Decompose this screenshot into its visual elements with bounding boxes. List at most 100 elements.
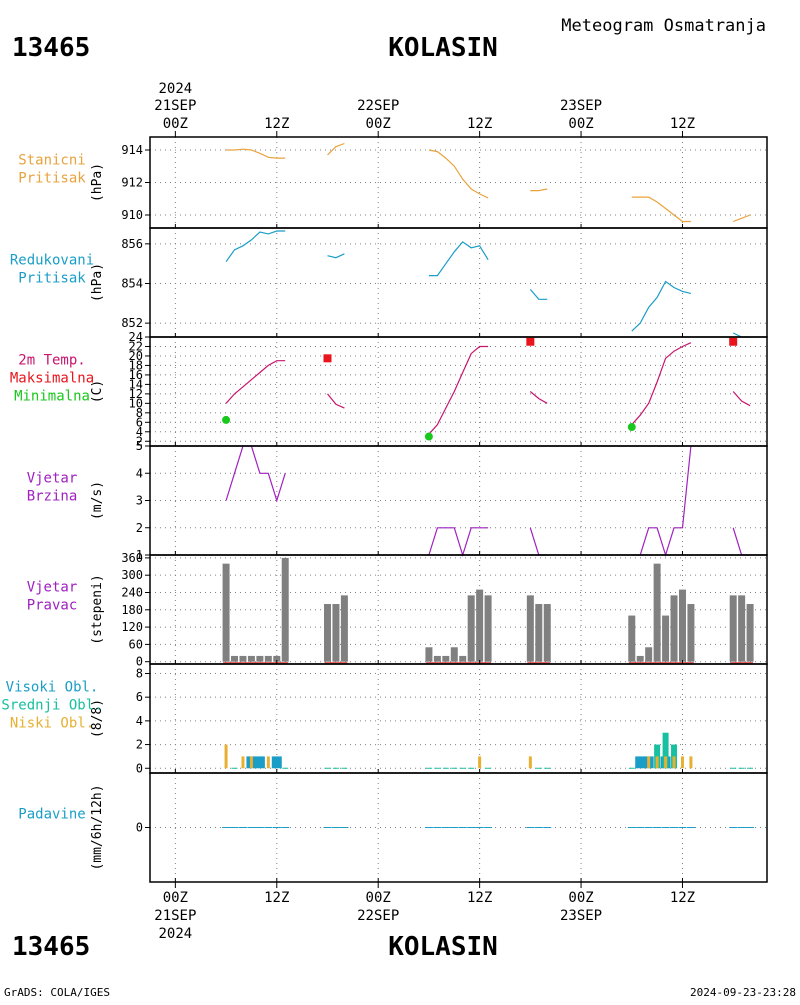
y-tick-label: 360 — [121, 551, 143, 565]
panel-cloud-cover: 0 2 4 6 8 (8/8) Visoki Obl. Srednji Obl. Niski O… — [1, 663, 768, 775]
top-time-label: 12Z — [264, 116, 289, 132]
wind-direction-bar — [281, 557, 289, 662]
low-cloud-bar — [680, 756, 684, 769]
bottom-time-label: 12Z — [467, 890, 492, 906]
y-tick-label: 6 — [136, 415, 143, 429]
maximum-marker — [323, 354, 332, 363]
panel-label: Visoki Obl. — [6, 680, 99, 696]
series-line — [530, 188, 548, 192]
series-line — [529, 527, 548, 556]
bottom-date-label: 23SEP — [560, 908, 602, 924]
y-tick-label: 854 — [121, 276, 143, 290]
wind-direction-bar — [222, 563, 230, 662]
y-tick-label: 240 — [121, 585, 143, 599]
wind-direction-bar — [687, 604, 695, 662]
low-cloud-bar — [664, 756, 668, 769]
series-line — [631, 445, 692, 558]
wind-direction-bar — [653, 563, 661, 662]
series-line — [226, 148, 286, 159]
bottom-date-label: 22SEP — [357, 908, 399, 924]
y-tick-label: 4 — [136, 425, 143, 439]
top-date-label: 21SEP — [154, 98, 196, 114]
panel-frame — [149, 336, 768, 447]
wind-direction-bar — [340, 595, 348, 662]
wind-direction-bar — [467, 595, 475, 662]
panel-precipitation: 0 (mm/6h/12h) Padavine — [18, 772, 768, 883]
wind-direction-bar — [256, 655, 264, 662]
panel-reduced-pressure: 852 854 856 (hPa)Redukovani Pritisak — [10, 227, 768, 338]
panel-label: Stanicni — [18, 153, 85, 169]
wind-direction-bar — [425, 647, 433, 662]
wind-direction-bar — [273, 655, 281, 662]
wind-direction-bar — [738, 595, 746, 662]
y-tick-label: 2 — [136, 434, 143, 448]
y-tick-label: 910 — [121, 208, 143, 222]
y-tick-label: 60 — [129, 637, 143, 651]
bottom-time-label: 00Z — [568, 890, 593, 906]
bottom-time-label: 00Z — [163, 890, 188, 906]
series-line — [428, 149, 489, 199]
series-line — [225, 360, 286, 404]
panel-label: Redukovani — [10, 253, 94, 269]
series-line — [428, 345, 489, 435]
y-tick-label: 2 — [136, 521, 143, 535]
series-line — [225, 445, 286, 503]
y-tick-label: 12 — [129, 387, 143, 401]
y-tick-label: 4 — [136, 466, 143, 480]
low-cloud-bar — [249, 756, 253, 769]
wind-direction-bar — [543, 604, 551, 662]
series-line — [428, 527, 489, 558]
panel-frame — [149, 227, 768, 338]
y-tick-label: 4 — [136, 714, 143, 728]
panel-label: Srednji Obl. — [1, 698, 102, 714]
bottom-year-label: 2024 — [158, 926, 192, 942]
y-axis-label: (stepeni) — [90, 574, 105, 644]
station-name-top: KOLASIN — [388, 33, 498, 63]
series-line — [327, 393, 345, 409]
series-line — [631, 342, 692, 426]
y-tick-label: 20 — [129, 349, 143, 363]
wind-direction-bar — [332, 604, 340, 662]
y-tick-label: 24 — [129, 330, 143, 344]
y-tick-label: 852 — [121, 316, 143, 330]
panel-label: Maksimalna — [10, 371, 94, 387]
y-tick-label: 2 — [136, 738, 143, 752]
panels: 910912914(hPa)StanicniPritisak852854856(… — [1, 136, 768, 883]
generated-timestamp: 2024-09-23-23:28 — [690, 986, 796, 999]
top-time-label: 12Z — [467, 116, 492, 132]
series-line — [327, 253, 345, 259]
station-id-bottom: 13465 — [12, 932, 90, 962]
wind-direction-bar — [746, 604, 754, 662]
panel-label: 2m Temp. — [18, 353, 85, 369]
wind-direction-bar — [729, 595, 737, 662]
wind-direction-bar — [636, 655, 644, 662]
wind-direction-bar — [323, 604, 331, 662]
panel-label: Brzina — [27, 489, 78, 505]
y-tick-label: 3 — [136, 494, 143, 508]
high-cloud-bar — [271, 756, 282, 769]
y-axis-label: (hPa) — [90, 163, 105, 202]
series-line — [732, 391, 751, 407]
series-line — [631, 196, 691, 223]
top-year-label: 2024 — [158, 81, 192, 97]
bottom-time-label: 00Z — [366, 890, 391, 906]
wind-direction-bar — [645, 647, 653, 662]
y-axis-label: (C) — [90, 380, 105, 403]
low-cloud-bar — [224, 744, 228, 769]
series-line — [732, 527, 751, 556]
y-tick-label: 0 — [136, 761, 143, 775]
minimum-marker — [222, 415, 231, 424]
wind-direction-bar — [476, 589, 484, 662]
y-axis-label: (mm/6h/12h) — [90, 784, 105, 870]
panel-label: Vjetar — [27, 471, 78, 487]
series-line — [327, 142, 345, 156]
wind-direction-bar — [459, 655, 467, 662]
y-axis-label: (hPa) — [90, 263, 105, 302]
wind-direction-bar — [535, 604, 543, 662]
station-name-bottom: KOLASIN — [388, 932, 498, 962]
y-tick-label: 10 — [129, 396, 143, 410]
top-time-label: 00Z — [568, 116, 593, 132]
low-cloud-bar — [241, 756, 245, 769]
panel-label: Pravac — [27, 598, 78, 614]
top-date-label: 23SEP — [560, 98, 602, 114]
